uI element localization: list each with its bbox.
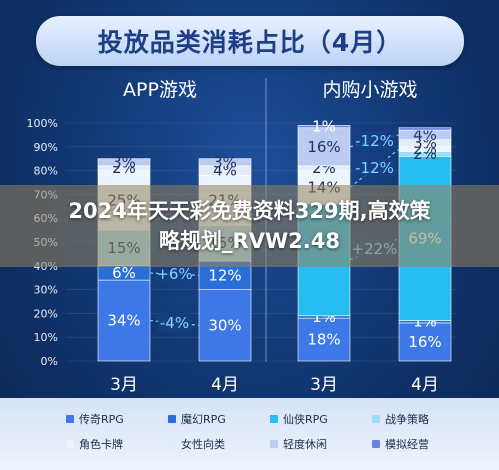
legend-label: 女性向类 (181, 438, 225, 451)
legend-label: 模拟经营 (385, 438, 429, 451)
data-label: 12% (208, 266, 241, 284)
legend-label: 角色卡牌 (79, 438, 123, 451)
legend-swatch (66, 440, 74, 448)
bar-segment (97, 279, 151, 362)
data-label: 3% (213, 153, 237, 171)
bar-segment (398, 322, 452, 362)
legend-item: 轻度休闲 (270, 436, 327, 452)
legend-label: 战争策略 (385, 413, 429, 426)
legend-label: 轻度休闲 (283, 438, 327, 451)
legend-swatch (168, 440, 176, 448)
y-tick-label: 100% (27, 117, 58, 130)
change-label-bg (353, 130, 396, 149)
legend-item: 魔幻RPG (168, 411, 226, 427)
bar-segment (97, 158, 151, 167)
data-label: 34% (107, 312, 140, 330)
change-label-bg (158, 264, 191, 283)
bar-segment (398, 127, 452, 131)
legend-swatch (270, 440, 278, 448)
panel-subtitle: APP游戏 (123, 79, 197, 101)
legend-item: 模拟经营 (372, 436, 429, 452)
data-label: 16% (307, 138, 340, 156)
legend-item: 仙侠RPG (270, 411, 328, 427)
change-label: -4% (160, 314, 189, 332)
legend-swatch (372, 415, 380, 423)
change-label-bg (353, 158, 396, 177)
x-tick-label: 3月 (310, 375, 338, 395)
change-label: +6% (156, 265, 192, 283)
y-tick-label: 90% (34, 141, 58, 154)
y-tick-label: 30% (34, 284, 58, 297)
bar-segment (297, 317, 351, 362)
watermark-line-2: 略规划_RVW2.48 (159, 229, 340, 253)
legend-swatch (66, 415, 74, 423)
x-tick-label: 3月 (110, 375, 138, 395)
legend-item: 角色卡牌 (66, 436, 123, 452)
data-label: 16% (408, 333, 441, 351)
legend-label: 魔幻RPG (181, 413, 226, 426)
y-tick-label: 80% (34, 165, 58, 178)
legend-item: 战争策略 (372, 411, 429, 427)
title-banner: 投放品类消耗占比（4月） (36, 16, 464, 66)
data-label: 18% (307, 331, 340, 349)
bar-segment (198, 158, 252, 167)
data-label: 3% (112, 153, 136, 171)
x-tick-label: 4月 (411, 375, 439, 395)
change-label: -12% (355, 132, 394, 150)
y-tick-label: 10% (34, 331, 58, 344)
x-tick-label: 4月 (211, 375, 239, 395)
bar-segment (198, 289, 252, 362)
legend-swatch (372, 440, 380, 448)
data-label: 1% (312, 118, 336, 136)
legend-label: 仙侠RPG (283, 413, 328, 426)
y-tick-label: 20% (34, 307, 58, 320)
legend-label: 传奇RPG (79, 413, 124, 426)
bar-segment (297, 125, 351, 129)
chart-title: 投放品类消耗占比（4月） (97, 28, 403, 57)
legend-swatch (270, 415, 278, 423)
y-tick-label: 0% (41, 355, 58, 368)
data-label: 6% (112, 264, 136, 282)
watermark-banner: 2024年天天彩免费资料329期,高效策 略规划_RVW2.48 (0, 185, 499, 267)
legend-item: 女性向类 (168, 436, 225, 452)
change-label: -12% (355, 159, 394, 177)
watermark-line-1: 2024年天天彩免费资料329期,高效策 (68, 199, 431, 223)
legend-swatch (168, 415, 176, 423)
change-label-bg (158, 312, 191, 331)
legend: 传奇RPG 魔幻RPG 仙侠RPG 战争策略角色卡牌 女性向类 轻度休闲 模拟经营 (0, 398, 499, 470)
legend-item: 传奇RPG (66, 411, 124, 427)
panel-subtitle: 内购小游戏 (322, 79, 417, 101)
data-label: 30% (208, 316, 241, 334)
